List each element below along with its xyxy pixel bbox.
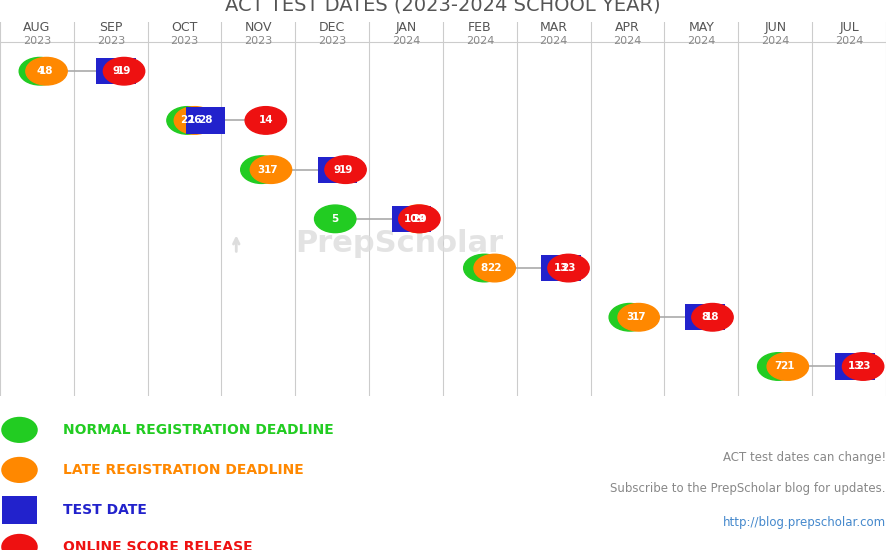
Circle shape	[474, 254, 516, 282]
Text: Subscribe to the PrepScholar blog for updates.: Subscribe to the PrepScholar blog for up…	[610, 482, 886, 495]
Text: 9: 9	[334, 164, 341, 175]
Text: 8: 8	[702, 312, 709, 322]
Text: LATE REGISTRATION DEADLINE: LATE REGISTRATION DEADLINE	[64, 463, 304, 477]
Circle shape	[104, 57, 144, 85]
Text: 2024: 2024	[613, 36, 641, 46]
Circle shape	[175, 107, 215, 134]
Circle shape	[692, 304, 733, 331]
Text: 2024: 2024	[466, 36, 494, 46]
Text: 19: 19	[411, 214, 426, 224]
Text: 10: 10	[404, 214, 418, 224]
Text: JUN: JUN	[765, 21, 786, 35]
FancyBboxPatch shape	[318, 157, 357, 183]
Text: 9: 9	[113, 66, 120, 76]
Text: 3: 3	[626, 312, 633, 322]
Circle shape	[241, 156, 282, 183]
Text: NOV: NOV	[245, 21, 272, 35]
Text: 4: 4	[36, 66, 43, 76]
Text: 13: 13	[848, 361, 862, 371]
FancyBboxPatch shape	[185, 107, 225, 134]
Circle shape	[19, 57, 60, 85]
Circle shape	[548, 254, 589, 282]
Circle shape	[398, 205, 439, 233]
Circle shape	[843, 353, 883, 380]
Text: OCT: OCT	[171, 21, 198, 35]
Text: 8: 8	[481, 263, 488, 273]
Text: DEC: DEC	[319, 21, 346, 35]
Text: http://blog.prepscholar.com: http://blog.prepscholar.com	[723, 516, 886, 529]
Circle shape	[315, 205, 356, 233]
Text: 23: 23	[561, 263, 576, 273]
Text: TEST DATE: TEST DATE	[64, 503, 147, 517]
FancyBboxPatch shape	[686, 304, 725, 331]
Text: 28: 28	[198, 116, 213, 125]
Ellipse shape	[1, 534, 38, 550]
Text: 2023: 2023	[97, 36, 125, 46]
FancyBboxPatch shape	[3, 496, 36, 524]
Ellipse shape	[1, 417, 38, 443]
FancyBboxPatch shape	[392, 206, 431, 232]
Text: 7: 7	[774, 361, 781, 371]
Text: MAR: MAR	[540, 21, 568, 35]
Circle shape	[26, 57, 67, 85]
Text: NORMAL REGISTRATION DEADLINE: NORMAL REGISTRATION DEADLINE	[64, 423, 334, 437]
Circle shape	[767, 353, 808, 380]
Text: 2024: 2024	[835, 36, 863, 46]
FancyBboxPatch shape	[97, 58, 136, 84]
Text: 20: 20	[412, 214, 427, 224]
Circle shape	[463, 254, 505, 282]
Text: AUG: AUG	[23, 21, 51, 35]
Circle shape	[167, 107, 208, 134]
FancyBboxPatch shape	[835, 354, 874, 380]
Text: 18: 18	[705, 312, 719, 322]
Text: 18: 18	[39, 66, 54, 76]
Circle shape	[609, 304, 650, 331]
Text: 17: 17	[632, 312, 646, 322]
Text: 13: 13	[554, 263, 569, 273]
Circle shape	[325, 156, 366, 183]
Text: SEP: SEP	[99, 21, 122, 35]
Text: JAN: JAN	[395, 21, 416, 35]
Text: 14: 14	[259, 116, 273, 125]
Text: 5: 5	[331, 214, 338, 224]
Text: MAY: MAY	[688, 21, 714, 35]
Text: 22: 22	[487, 263, 502, 273]
FancyBboxPatch shape	[541, 255, 580, 281]
Text: ONLINE SCORE RELEASE: ONLINE SCORE RELEASE	[64, 540, 253, 550]
Circle shape	[399, 205, 440, 233]
Circle shape	[618, 304, 659, 331]
Text: 2024: 2024	[761, 36, 789, 46]
Text: FEB: FEB	[468, 21, 492, 35]
Text: 19: 19	[338, 164, 353, 175]
Text: 16: 16	[188, 116, 202, 125]
Circle shape	[758, 353, 799, 380]
Text: 2023: 2023	[170, 36, 198, 46]
Text: ACT test dates can change!: ACT test dates can change!	[723, 451, 886, 464]
Circle shape	[245, 107, 286, 134]
Text: JUL: JUL	[839, 21, 859, 35]
Text: 2023: 2023	[245, 36, 273, 46]
Text: 3: 3	[258, 164, 265, 175]
Text: 17: 17	[264, 164, 278, 175]
Ellipse shape	[1, 457, 38, 483]
Text: 2024: 2024	[540, 36, 568, 46]
Text: 2024: 2024	[392, 36, 420, 46]
Circle shape	[250, 156, 291, 183]
Text: 21: 21	[781, 361, 795, 371]
Text: ACT TEST DATES (2023-2024 SCHOOL YEAR): ACT TEST DATES (2023-2024 SCHOOL YEAR)	[225, 0, 661, 14]
Text: APR: APR	[615, 21, 640, 35]
Text: 19: 19	[117, 66, 131, 76]
Text: 23: 23	[856, 361, 870, 371]
Text: 22: 22	[180, 116, 195, 125]
Text: PrepScholar: PrepScholar	[295, 229, 503, 258]
Text: 2023: 2023	[23, 36, 51, 46]
Text: 2023: 2023	[318, 36, 346, 46]
Text: 2024: 2024	[688, 36, 716, 46]
